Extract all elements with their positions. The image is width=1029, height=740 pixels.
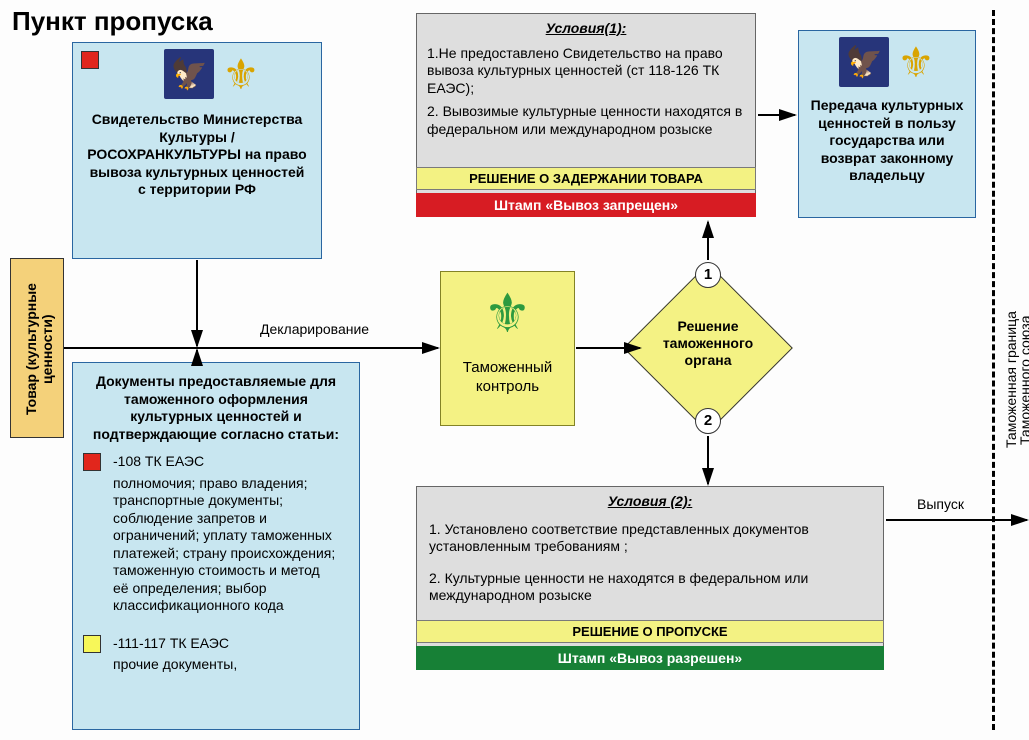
decision-label: Решение таможенного органа — [638, 318, 778, 368]
cond1-bandR: Штамп «Вывоз запрещен» — [416, 193, 756, 217]
customs-emblem-icon: 🦅 — [839, 37, 889, 87]
control-emblem-icon: ⚜ — [483, 282, 531, 345]
red-marker-icon — [83, 453, 101, 471]
yellow-marker-icon — [83, 635, 101, 653]
cond2-title: Условия (2): — [417, 487, 883, 517]
cond1-title: Условия(1): — [417, 14, 755, 42]
cond1-p1: 1.Не предоставлено Свидетельство на прав… — [417, 42, 755, 101]
emblem-pair: 🦅 ⚜ — [799, 31, 975, 93]
border-dashed-line — [992, 10, 995, 730]
border-label-2: Таможенного союза — [1017, 280, 1029, 480]
transfer-text: Передача культурных ценностей в пользу г… — [799, 93, 975, 189]
docs-item2-body: прочие документы, — [113, 656, 343, 674]
goods-box: Товар (культурные ценности) — [10, 258, 64, 438]
release-label: Выпуск — [917, 496, 964, 512]
customs-control-box: ⚜ Таможенный контроль — [440, 271, 575, 426]
docs-item2-label: -111-117 ТК ЕАЭС — [113, 635, 343, 653]
docs-item1-body: полномочия; право владения; транспортные… — [113, 475, 343, 615]
certificate-text: Свидетельство Министерства Культуры / РО… — [73, 105, 321, 205]
cond2-bandY: РЕШЕНИЕ О ПРОПУСКЕ — [416, 620, 884, 643]
customs-emblem-icon: 🦅 — [164, 49, 214, 99]
cond2-p1: 1. Установлено соответствие представленн… — [417, 517, 883, 560]
certificate-box: 🦅 ⚜ Свидетельство Министерства Культуры … — [72, 42, 322, 259]
cond2-bandG: Штамп «Вывоз разрешен» — [416, 646, 884, 670]
page-title: Пункт пропуска — [12, 6, 213, 37]
emblem-single: ⚜ — [441, 272, 574, 351]
cond1-p2: 2. Вывозимые культурные ценности находят… — [417, 100, 755, 144]
culture-emblem-icon: ⚜ — [222, 49, 260, 99]
culture-emblem-icon: ⚜ — [897, 37, 935, 87]
documents-box: Документы предоставляемые для таможенног… — [72, 362, 360, 730]
cond2-p2: 2. Культурные ценности не находятся в фе… — [417, 560, 883, 611]
customs-control-text: Таможенный контроль — [441, 351, 574, 405]
circle-one: 1 — [695, 262, 721, 288]
cond1-bandY: РЕШЕНИЕ О ЗАДЕРЖАНИИ ТОВАРА — [416, 167, 756, 190]
conditions2-box: Условия (2): 1. Установлено соответствие… — [416, 486, 884, 670]
emblem-pair: 🦅 ⚜ — [73, 43, 321, 105]
red-marker-icon — [81, 51, 99, 69]
goods-label: Товар (культурные ценности) — [23, 267, 55, 431]
circle-two: 2 — [695, 408, 721, 434]
documents-header: Документы предоставляемые для таможенног… — [73, 363, 359, 449]
transfer-box: 🦅 ⚜ Передача культурных ценностей в поль… — [798, 30, 976, 218]
docs-item1-label: -108 ТК ЕАЭС — [113, 453, 343, 471]
declare-label: Декларирование — [260, 321, 369, 337]
conditions1-box: Условия(1): 1.Не предоставлено Свидетель… — [416, 13, 756, 217]
